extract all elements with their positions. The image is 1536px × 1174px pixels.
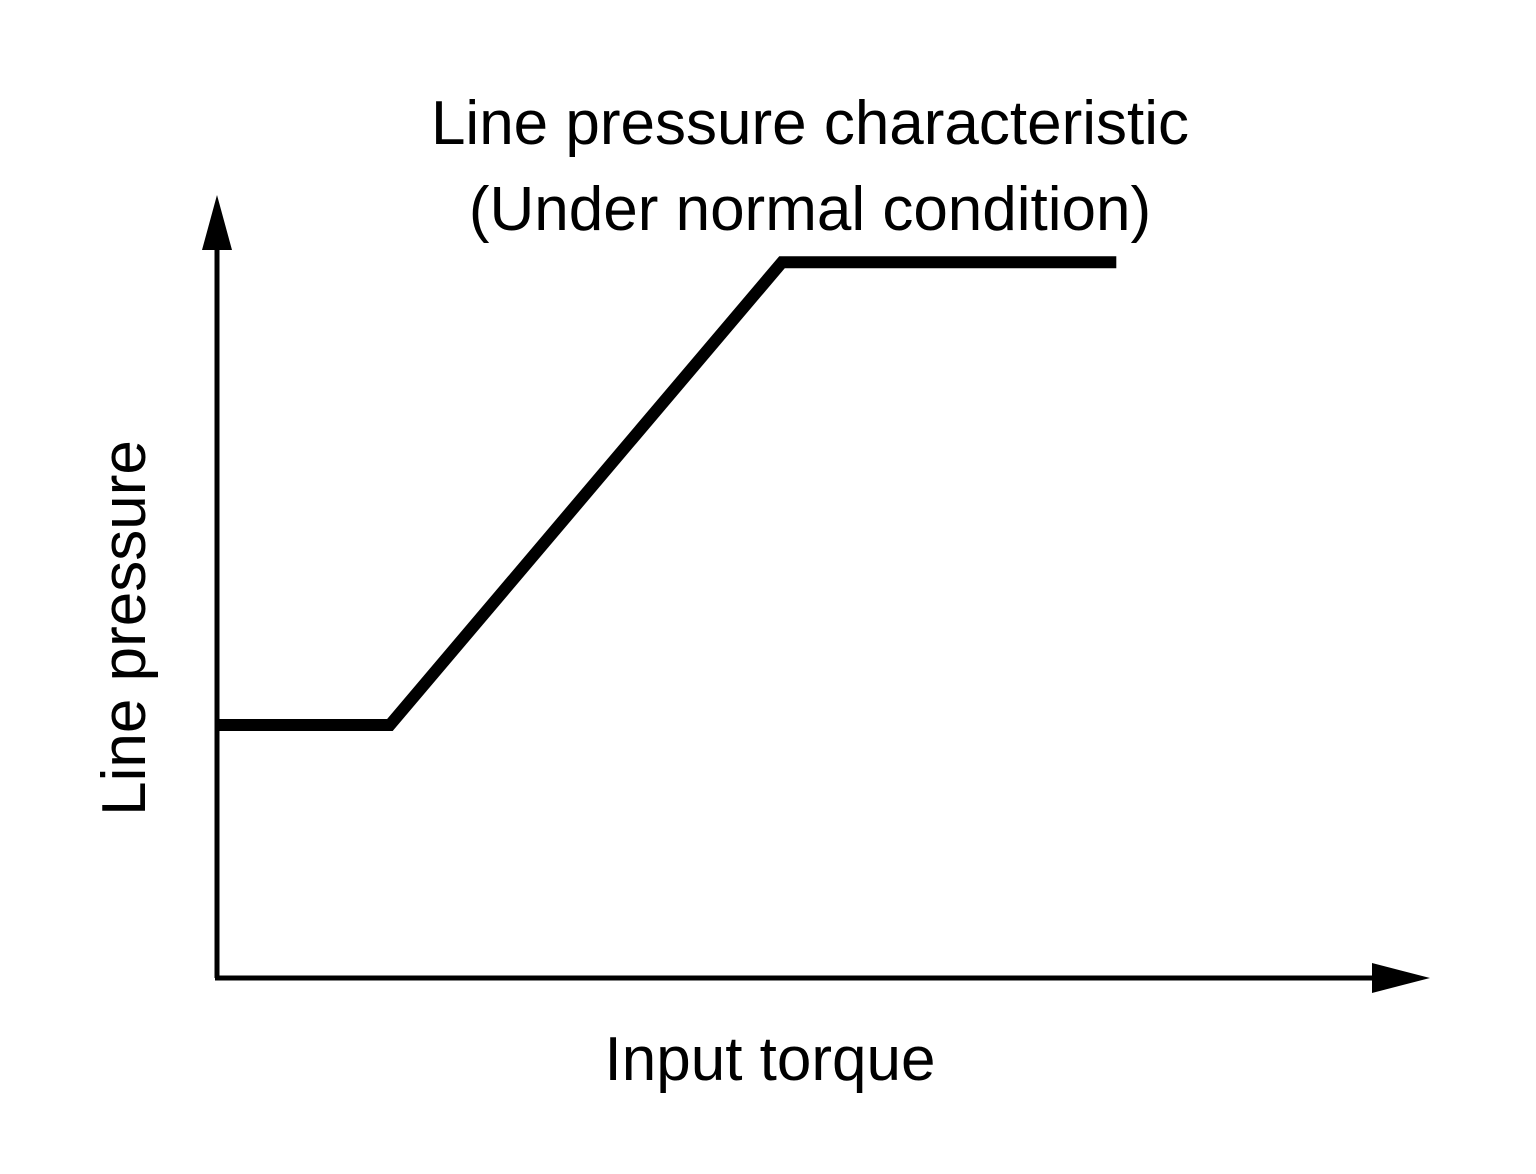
chart-subtitle: (Under normal condition) (469, 175, 1151, 244)
y-axis-arrow-icon (202, 195, 232, 250)
chart-title: Line pressure characteristic (431, 89, 1189, 158)
series-layer (217, 256, 1117, 731)
y-axis-label: Line pressure (90, 440, 159, 816)
series-line-0 (217, 256, 1117, 731)
x-axis (215, 963, 1430, 993)
x-axis-arrow-icon (1372, 963, 1430, 993)
x-axis-label: Input torque (605, 1025, 936, 1094)
y-axis (202, 195, 232, 978)
